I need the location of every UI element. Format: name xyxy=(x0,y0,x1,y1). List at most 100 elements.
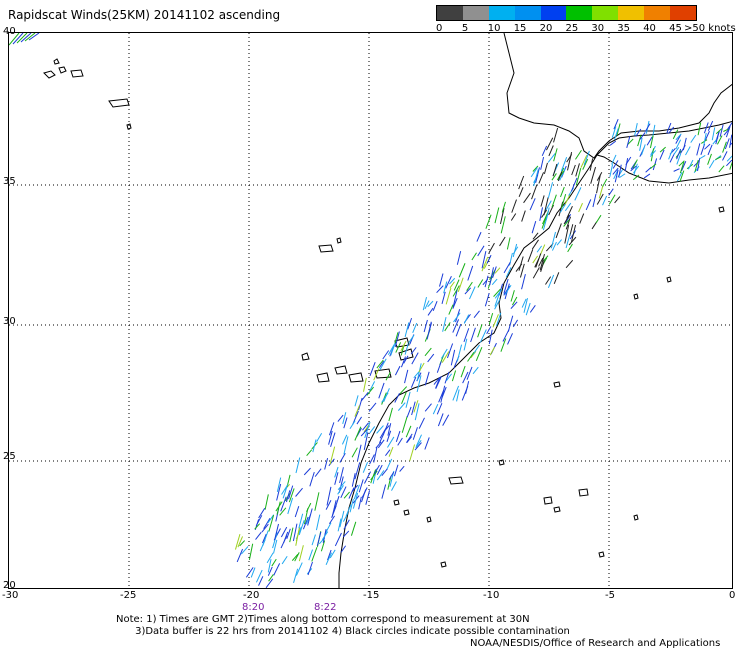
wind-vector xyxy=(693,160,700,167)
wind-vector xyxy=(731,180,732,182)
wind-vector xyxy=(550,231,556,249)
wind-vector xyxy=(415,434,422,447)
wind-vector xyxy=(507,333,513,345)
azores-island xyxy=(70,69,84,78)
wind-vector xyxy=(477,279,484,288)
wind-vector xyxy=(568,236,577,246)
wind-vector xyxy=(339,453,346,463)
wind-vector xyxy=(529,305,536,313)
wind-vector xyxy=(515,263,523,272)
legend-label: 15 xyxy=(513,23,527,34)
wind-vector xyxy=(707,144,713,156)
wind-vector xyxy=(673,147,680,156)
wind-vector xyxy=(574,187,582,201)
wind-vector xyxy=(286,528,291,539)
wind-vector xyxy=(453,279,460,291)
wind-vector xyxy=(314,468,322,477)
wind-vector xyxy=(697,122,702,136)
wind-vector xyxy=(295,562,303,576)
wind-vector xyxy=(675,134,681,144)
wind-vector xyxy=(370,470,378,481)
wind-vector xyxy=(553,148,558,162)
wind-vector xyxy=(363,377,367,392)
wind-vector xyxy=(391,481,397,491)
wind-vector xyxy=(687,159,694,170)
legend-label: 30 xyxy=(591,23,605,34)
wind-vector xyxy=(395,430,401,442)
wind-vector xyxy=(432,403,439,415)
wind-vector xyxy=(374,464,380,475)
wind-vector xyxy=(506,237,511,250)
wind-vector xyxy=(598,185,604,199)
wind-vector xyxy=(385,449,391,457)
wind-vector xyxy=(476,231,482,242)
wind-vector xyxy=(255,531,262,540)
wind-vector xyxy=(519,263,525,278)
wind-vector xyxy=(722,151,728,161)
wind-vector xyxy=(401,416,408,433)
wind-vector xyxy=(302,516,309,530)
wind-vector xyxy=(699,154,706,160)
wind-vector xyxy=(276,477,282,493)
wind-vector xyxy=(512,319,519,328)
wind-vector xyxy=(602,195,608,206)
wind-vector xyxy=(441,351,450,363)
wind-speed-legend: 0 5 10 15 20 25 30 35 40 45 >50 knots xyxy=(436,5,736,35)
wind-vector xyxy=(512,243,518,258)
wind-vector xyxy=(488,313,494,325)
wind-vector xyxy=(445,275,452,289)
wind-vector xyxy=(354,462,361,480)
wind-vectors xyxy=(9,33,732,588)
wind-vector xyxy=(20,33,32,43)
wind-vector xyxy=(279,507,287,516)
wind-vector xyxy=(479,329,487,343)
lon-label-25w: -25 xyxy=(120,590,137,601)
wind-vector xyxy=(632,174,640,181)
wind-vector xyxy=(492,314,499,328)
wind-vector xyxy=(376,425,384,434)
wind-vector xyxy=(397,437,403,446)
lat-label-20: 20 xyxy=(3,580,16,591)
wind-vector xyxy=(307,561,313,576)
wind-vector xyxy=(527,249,534,263)
wind-vector xyxy=(295,487,303,497)
wind-vector xyxy=(564,224,570,244)
wind-vector xyxy=(675,139,682,150)
wind-vector xyxy=(386,430,392,442)
wind-vector xyxy=(560,157,568,172)
wind-vector xyxy=(613,128,619,140)
wind-vector xyxy=(679,170,685,182)
wind-vector xyxy=(412,322,418,334)
wind-vector xyxy=(298,520,305,536)
wind-vector xyxy=(715,156,722,161)
wind-vector xyxy=(563,214,570,225)
wind-vector xyxy=(436,285,444,294)
wind-vector xyxy=(375,441,382,449)
wind-vector xyxy=(529,198,536,211)
wind-vector xyxy=(466,366,473,380)
wind-vector xyxy=(413,400,419,413)
wind-vector xyxy=(532,232,539,240)
wind-vector xyxy=(718,165,725,173)
wind-vector xyxy=(295,527,301,542)
wind-vector xyxy=(373,447,378,463)
wind-vector xyxy=(676,172,683,182)
lat-label-25: 25 xyxy=(3,451,16,462)
wind-vector xyxy=(369,454,375,465)
wind-vector xyxy=(551,194,557,208)
wind-vector xyxy=(708,159,715,169)
lat-label-30: 30 xyxy=(3,316,16,327)
wind-vector xyxy=(649,135,654,149)
wind-vector xyxy=(611,154,617,165)
wind-vector xyxy=(409,444,416,462)
wind-vector xyxy=(545,207,550,220)
wind-vector xyxy=(566,205,573,219)
small-island xyxy=(553,381,561,388)
wind-vector xyxy=(521,273,526,290)
wind-vector xyxy=(274,523,280,541)
wind-vector xyxy=(521,298,527,308)
wind-vector xyxy=(575,163,580,177)
wind-vector xyxy=(360,429,368,437)
wind-vector xyxy=(716,135,723,145)
wind-vector xyxy=(271,558,277,567)
